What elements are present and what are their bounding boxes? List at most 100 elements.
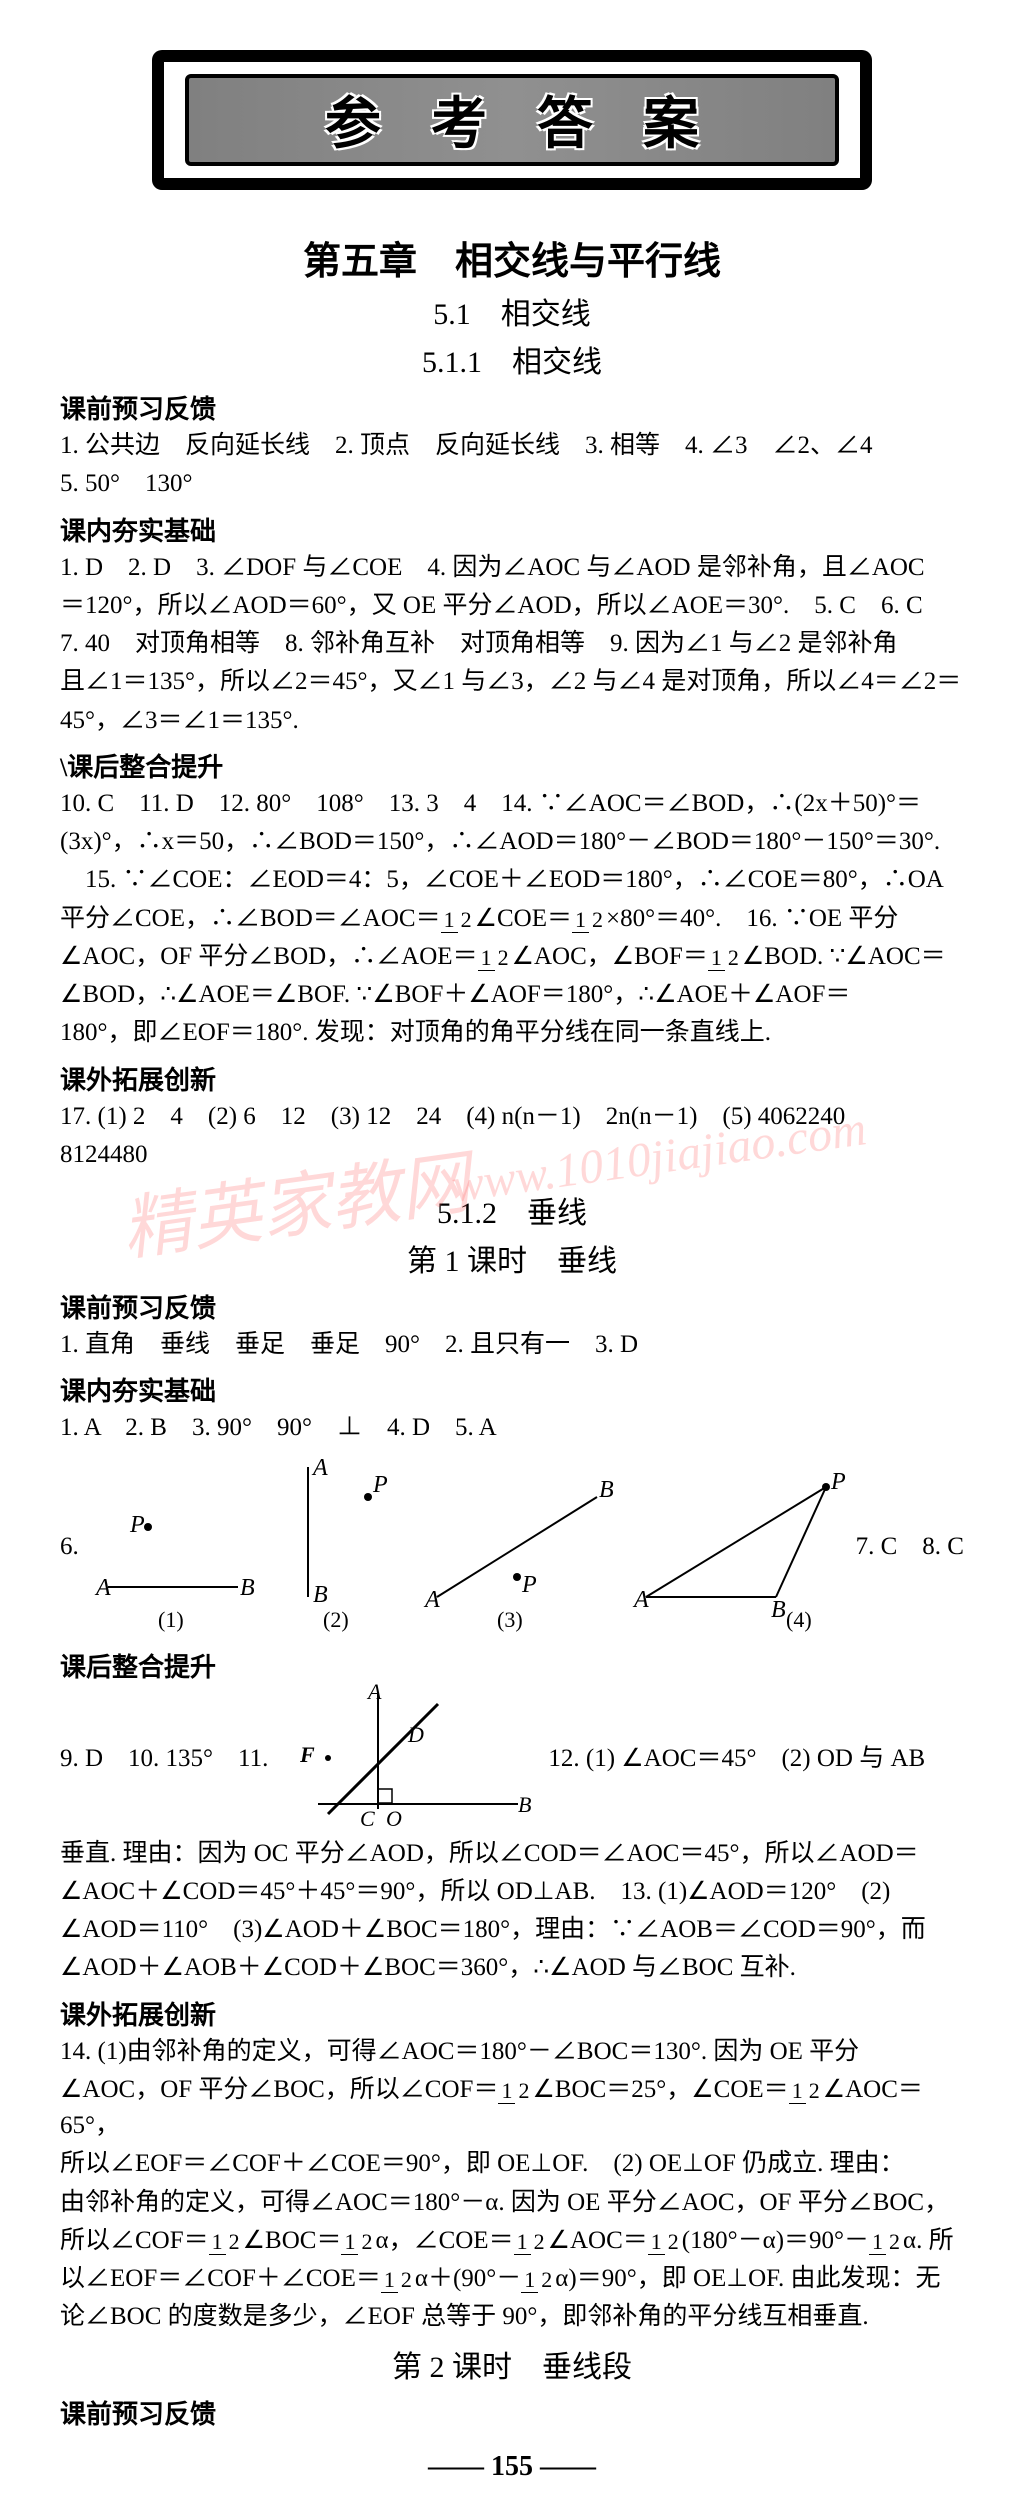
block-header: 课外拓展创新 — [60, 1995, 964, 2032]
answer-text: ∠AOD＋∠AOB＋∠COD＋∠BOC＝360°，∴∠AOD 与∠BOC 互补. — [60, 1950, 964, 1986]
subsection-title: 第 1 课时 垂线 — [60, 1236, 964, 1280]
answer-text: ∠AOC＋∠COD＝45°＋45°＝90°，所以 OD⊥AB. 13. (1)∠… — [60, 1874, 964, 1910]
block-header: 课内夯实基础 — [60, 1371, 964, 1408]
fraction: 12 — [441, 909, 475, 931]
diagram-label: A — [311, 1457, 328, 1481]
text: α. 所 — [903, 2227, 954, 2254]
text: α＋(90°－ — [415, 2265, 521, 2292]
diagram-label: A — [366, 1684, 382, 1704]
block-header: 课外拓展创新 — [60, 1060, 964, 1097]
diagram-1: P A B (1) — [88, 1487, 258, 1637]
answer-text: 14. (1)由邻补角的定义，可得∠AOC＝180°－∠BOC＝130°. 因为… — [60, 2034, 964, 2070]
diagram-label: A — [632, 1587, 649, 1613]
fraction: 12 — [648, 2231, 682, 2253]
diagram-11: A B C D F O — [268, 1684, 548, 1834]
banner-char: 案 — [643, 79, 699, 160]
block-header: 课前预习反馈 — [60, 389, 964, 426]
answer-text: 1. 直角 垂线 垂足 垂足 90° 2. 且只有一 3. D — [60, 1327, 964, 1363]
text: 平分∠COE，∴∠BOD＝∠AOC＝ — [60, 905, 441, 932]
fraction: 12 — [478, 947, 512, 969]
text: ×80°＝40°. 16. ∵OE 平分 — [606, 905, 898, 932]
diagram-label: B — [771, 1597, 786, 1623]
diagram-row: 6. P A B (1) A B P (2) A B P (3) A B P (… — [60, 1457, 964, 1637]
answer-text: ∠AOC，OF 平分∠BOC，所以∠COF＝12∠BOC＝25°，∠COE＝12… — [60, 2072, 964, 2145]
diagram-num: (2) — [323, 1607, 349, 1632]
text: ∠BOC＝ — [243, 2227, 342, 2254]
diagram-num: (4) — [786, 1607, 812, 1632]
diagram-label: O — [386, 1806, 402, 1831]
answer-text: 1. D 2. D 3. ∠DOF 与∠COE 4. 因为∠AOC 与∠AOD … — [60, 550, 964, 586]
fraction: 12 — [209, 2231, 243, 2253]
fraction: 12 — [708, 947, 742, 969]
answer-text: 5. 50° 130° — [60, 466, 964, 502]
diagram-label: F — [299, 1742, 315, 1767]
fraction: 12 — [341, 2231, 375, 2253]
text: ∠AOC，OF 平分∠BOC，所以∠COF＝ — [60, 2076, 498, 2103]
answer-text: 以∠EOF＝∠COF＋∠COE＝12α＋(90°－12α)＝90°，即 OE⊥O… — [60, 2261, 964, 2297]
answer-text: 7. 40 对顶角相等 8. 邻补角互补 对顶角相等 9. 因为∠1 与∠2 是… — [60, 626, 964, 662]
diagram-2: A B P (2) — [268, 1457, 408, 1637]
answer-text: 45°，∠3＝∠1＝135°. — [60, 703, 964, 739]
text: 所以∠COF＝ — [60, 2227, 209, 2254]
diagram-label: P — [521, 1572, 537, 1598]
answer-text: 8124480 — [60, 1137, 964, 1173]
subsection-title: 第 2 课时 垂线段 — [60, 2342, 964, 2386]
answer-text: ∠AOC，OF 平分∠BOD，∴∠AOE＝12∠AOC，∠BOF＝12∠BOD.… — [60, 939, 964, 975]
answer-text: ＝120°，所以∠AOD＝60°，又 OE 平分∠AOD，所以∠AOE＝30°.… — [60, 588, 964, 624]
diagram-label: P — [830, 1469, 846, 1495]
answer-text: ∠AOD＝110° (3)∠AOD＋∠BOC＝180°，理由：∵∠AOB＝∠CO… — [60, 1912, 964, 1948]
block-header: 课后整合提升 — [60, 1647, 964, 1684]
text: ∠BOD. ∵∠AOC＝ — [742, 943, 946, 970]
fraction: 12 — [869, 2231, 903, 2253]
fraction: 12 — [789, 2080, 823, 2102]
diagram-label: B — [313, 1582, 328, 1608]
fraction: 12 — [572, 909, 606, 931]
text: α，∠COE＝ — [375, 2227, 513, 2254]
diagram-label: P — [129, 1512, 145, 1538]
text: (180°－α)＝90°－ — [682, 2227, 869, 2254]
item-label: 6. — [60, 1529, 79, 1565]
diagram-label: P — [372, 1472, 388, 1498]
text: ∠AOC，OF 平分∠BOD，∴∠AOE＝ — [60, 943, 478, 970]
answer-text: 12. (1) ∠AOC＝45° (2) OD 与 AB — [548, 1741, 925, 1777]
diagram-label: A — [94, 1575, 111, 1601]
banner-char: 考 — [431, 79, 487, 160]
diagram-label: B — [518, 1792, 531, 1817]
diagram-label: A — [423, 1587, 440, 1613]
page-number: —— 155 —— — [60, 2451, 964, 2483]
answer-text: (3x)°，∴x＝50，∴∠BOD＝150°，∴∠AOD＝180°－∠BOD＝1… — [60, 824, 964, 860]
fraction: 12 — [381, 2269, 415, 2291]
chapter-title: 第五章 相交线与平行线 — [60, 230, 964, 285]
answer-text: 180°，即∠EOF＝180°. 发现：对顶角的角平分线在同一条直线上. — [60, 1015, 964, 1051]
answer-text: 且∠1＝135°，所以∠2＝45°，又∠1 与∠3，∠2 与∠4 是对顶角，所以… — [60, 664, 964, 700]
block-header: \课后整合提升 — [60, 747, 964, 784]
text: ∠AOC，∠BOF＝ — [512, 943, 708, 970]
answer-text: 17. (1) 2 4 (2) 6 12 (3) 12 24 (4) n(n－1… — [60, 1099, 964, 1135]
text: ∠COE＝ — [475, 905, 572, 932]
diagram-label: B — [599, 1477, 614, 1503]
text: 以∠EOF＝∠COF＋∠COE＝ — [60, 2265, 381, 2292]
fraction: 12 — [514, 2231, 548, 2253]
text: α)＝90°，即 OE⊥OF. 由此发现：无 — [555, 2265, 940, 2292]
answer-text: 15. ∵∠COE：∠EOD＝4：5，∠COE＋∠EOD＝180°，∴∠COE＝… — [60, 862, 964, 898]
answer-text: 所以∠EOF＝∠COF＋∠COE＝90°，即 OE⊥OF. (2) OE⊥OF … — [60, 2146, 964, 2182]
answer-text: 10. C 11. D 12. 80° 108° 13. 3 4 14. ∵∠A… — [60, 786, 964, 822]
answer-text: 1. 公共边 反向延长线 2. 顶点 反向延长线 3. 相等 4. ∠3 ∠2、… — [60, 428, 964, 464]
text: ∠BOC＝25°，∠COE＝ — [532, 2076, 788, 2103]
answer-text: 由邻补角的定义，可得∠AOC＝180°－α. 因为 OE 平分∠AOC，OF 平… — [60, 2185, 964, 2221]
banner-char: 参 — [325, 79, 381, 160]
answer-text: 9. D 10. 135° 11. — [60, 1741, 268, 1777]
diagram-4: A B P (4) — [626, 1467, 846, 1637]
answer-text: 论∠BOC 的度数是多少，∠EOF 总等于 90°，即邻补角的平分线互相垂直. — [60, 2299, 964, 2335]
banner-char: 答 — [537, 79, 593, 160]
fraction: 12 — [498, 2080, 532, 2102]
answer-text: 平分∠COE，∴∠BOD＝∠AOC＝12∠COE＝12×80°＝40°. 16.… — [60, 901, 964, 937]
block-header: 课前预习反馈 — [60, 1288, 964, 1325]
diagram-label: B — [240, 1575, 255, 1601]
diagram-3: A B P (3) — [417, 1467, 617, 1637]
section-title: 5.1.2 垂线 — [60, 1188, 964, 1232]
fraction: 12 — [521, 2269, 555, 2291]
section-title: 5.1 相交线 — [60, 289, 964, 333]
answer-text: ∠BOD，∴∠AOE＝∠BOF. ∵∠BOF＋∠AOF＝180°，∴∠AOE＋∠… — [60, 977, 964, 1013]
block-header: 课内夯实基础 — [60, 511, 964, 548]
